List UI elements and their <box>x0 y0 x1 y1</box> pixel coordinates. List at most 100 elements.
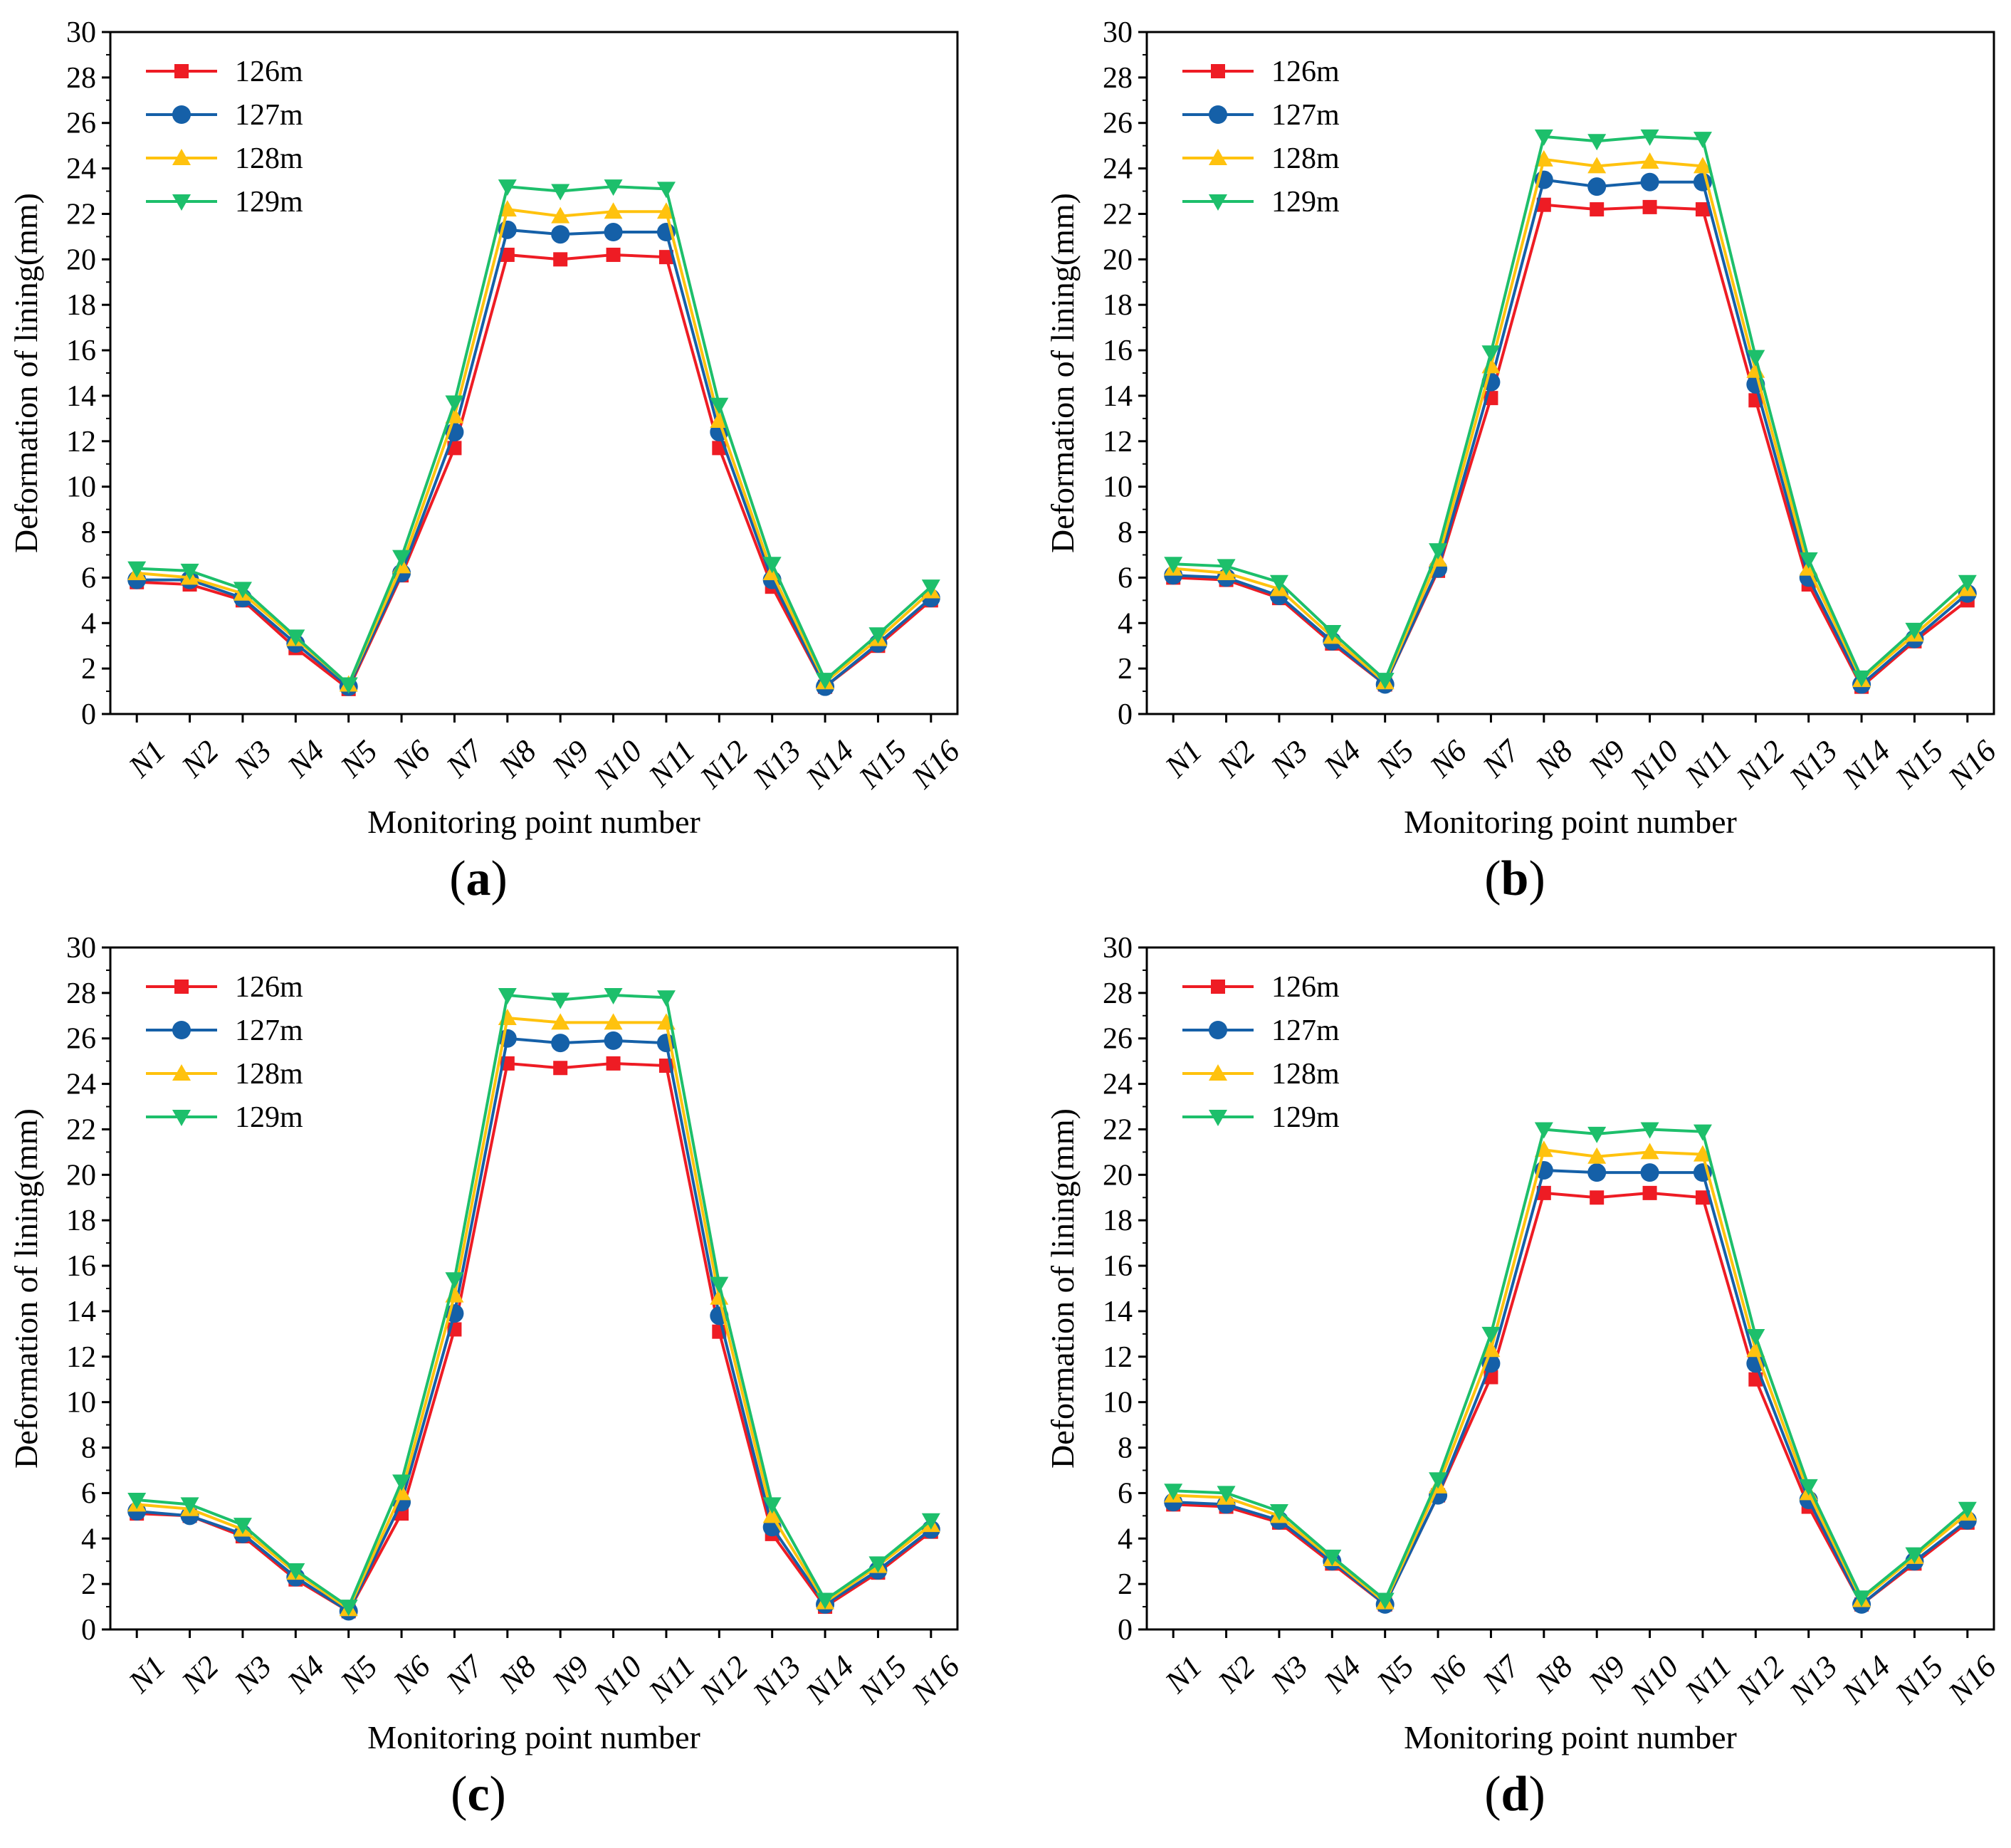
legend-marker <box>172 1110 191 1126</box>
panel-caption-a: (a) <box>449 851 508 906</box>
panel-caption-b: (b) <box>1484 851 1545 906</box>
legend-marker <box>1209 1021 1227 1039</box>
y-tick-label: 18 <box>66 289 96 322</box>
y-tick-label: 26 <box>66 1023 96 1056</box>
y-tick-label: 2 <box>1118 653 1133 686</box>
x-tick-label: N4 <box>280 733 332 784</box>
data-point-129m <box>1323 1549 1342 1566</box>
legend-label: 128m <box>235 1058 303 1091</box>
y-tick-label: 10 <box>1103 1387 1133 1419</box>
data-point-129m <box>498 179 517 196</box>
data-point-129m <box>498 988 517 1005</box>
y-tick-label: 12 <box>66 1341 96 1374</box>
data-point-129m <box>180 563 199 580</box>
y-tick-label: 20 <box>1103 1159 1133 1192</box>
data-point-128m <box>604 1013 623 1030</box>
y-tick-label: 16 <box>1103 335 1133 367</box>
x-tick-label: N8 <box>492 1649 543 1700</box>
series-line-128m <box>137 207 933 687</box>
legend-label: 128m <box>1271 142 1340 175</box>
y-axis-label: Deformation of lining(mm) <box>8 193 44 553</box>
series-line-128m <box>1173 157 1969 685</box>
data-point-129m <box>1958 1501 1977 1518</box>
legend-marker <box>1209 194 1227 211</box>
y-tick-label: 30 <box>66 932 96 965</box>
panel-c: 0 2 4 6 8 10 12 14 16 18 20 22 24 26 28 30 N1 N2 N3 N4 N5 N6 N… <box>0 915 1005 1839</box>
y-axis-label: Deformation of lining(mm) <box>1044 1108 1081 1469</box>
data-point-129m <box>710 397 729 414</box>
y-tick-label: 4 <box>81 607 96 640</box>
data-point-127m <box>1587 177 1607 196</box>
x-tick-label: N8 <box>1528 733 1580 784</box>
series-line-129m <box>1173 135 1969 683</box>
y-tick-label: 30 <box>1103 932 1133 965</box>
y-tick-label: 10 <box>1103 471 1133 504</box>
data-point-129m <box>1746 1329 1765 1346</box>
x-tick-label: N5 <box>333 1649 384 1700</box>
data-point-126m <box>1695 202 1710 217</box>
x-tick-label: N7 <box>439 1648 491 1700</box>
series-line-126m <box>1173 203 1969 689</box>
panel-caption-c: (c) <box>451 1767 506 1822</box>
data-point-129m <box>392 1474 411 1491</box>
plot-frame <box>109 31 959 715</box>
series-line-126m <box>137 1061 933 1614</box>
data-point-128m <box>1693 157 1712 174</box>
data-point-129m <box>816 1592 835 1610</box>
legend-marker <box>1211 980 1225 994</box>
caption-letter: b <box>1501 851 1529 906</box>
y-tick-label: 0 <box>1118 1614 1133 1647</box>
data-point-129m <box>1799 1479 1818 1496</box>
data-point-128m <box>1587 1147 1607 1164</box>
y-tick-label: 14 <box>1103 380 1133 413</box>
y-tick-label: 18 <box>66 1204 96 1237</box>
data-point-129m <box>1746 350 1765 367</box>
y-tick-label: 28 <box>66 977 96 1010</box>
x-tick-label: N15 <box>1888 1649 1950 1711</box>
data-point-129m <box>233 582 252 599</box>
data-point-129m <box>921 1513 940 1530</box>
y-axis-label: Deformation of lining(mm) <box>8 1108 44 1469</box>
legend-label: 127m <box>235 1014 303 1047</box>
data-point-127m <box>604 223 623 242</box>
x-tick-label: N13 <box>745 1649 807 1711</box>
x-tick-label: N1 <box>1157 1649 1209 1700</box>
data-point-129m <box>1269 1503 1288 1521</box>
x-tick-label: N16 <box>905 733 967 795</box>
y-tick-label: 2 <box>1118 1568 1133 1601</box>
legend-label: 127m <box>1271 99 1340 132</box>
legend-label: 128m <box>235 142 303 175</box>
y-tick-label: 8 <box>81 517 96 550</box>
y-tick-label: 20 <box>66 243 96 276</box>
x-axis-label: Monitoring point number <box>367 804 700 840</box>
x-tick-label: N10 <box>587 733 649 795</box>
series-line-129m <box>137 993 933 1610</box>
y-tick-label: 6 <box>81 562 96 594</box>
series-line-127m <box>1173 178 1969 687</box>
y-tick-label: 16 <box>1103 1250 1133 1283</box>
y-tick-label: 10 <box>66 1387 96 1419</box>
legend-marker <box>172 194 191 211</box>
plot-frame <box>1145 31 1995 715</box>
data-point-129m <box>127 561 147 578</box>
data-point-126m <box>1695 1190 1710 1205</box>
x-tick-label: N14 <box>1835 733 1897 795</box>
x-tick-label: N10 <box>1623 1649 1685 1711</box>
data-point-129m <box>1905 622 1924 639</box>
data-point-126m <box>658 250 673 265</box>
y-tick-label: 16 <box>66 335 96 367</box>
data-point-127m <box>551 225 570 244</box>
series-line-129m <box>137 185 933 687</box>
caption-letter: d <box>1501 1767 1529 1822</box>
panel-caption-d: (d) <box>1484 1767 1545 1822</box>
y-tick-label: 30 <box>66 16 96 49</box>
data-point-129m <box>551 992 570 1009</box>
legend-marker <box>1209 149 1227 165</box>
legend-marker <box>1209 1064 1227 1081</box>
data-point-126m <box>1590 202 1605 217</box>
y-tick-label: 4 <box>1118 1523 1133 1555</box>
plot-frame <box>1145 946 1995 1631</box>
x-tick-label: N12 <box>1729 733 1791 795</box>
